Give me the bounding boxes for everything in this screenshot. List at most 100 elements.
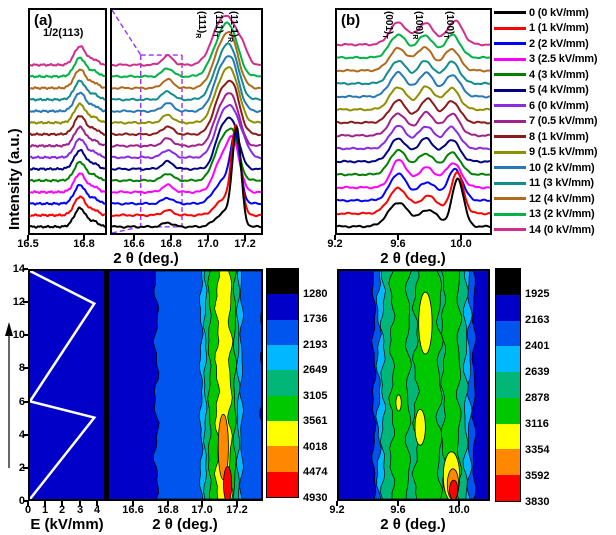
legend-swatch-line xyxy=(494,119,526,123)
xrd-trace-7 xyxy=(337,110,490,138)
xrd-trace-0 xyxy=(112,126,261,229)
x-tick xyxy=(170,235,172,240)
colorbar-segment xyxy=(267,395,298,421)
legend-item: 10 (2 kV/mm) xyxy=(494,161,615,174)
legend-swatch-line xyxy=(494,166,526,169)
xrd-trace-3 xyxy=(30,172,105,194)
colorbar-level-label: 1736 xyxy=(303,313,328,325)
x-tick-label: 10.0 xyxy=(450,238,472,250)
panel-b-xlabel: 2 θ (deg.) xyxy=(380,250,446,267)
colorbar-level-label: 1925 xyxy=(525,288,550,300)
peak-label-subscript: R xyxy=(226,37,233,43)
peak-label-subscript: R xyxy=(194,33,201,39)
xrd-trace-6 xyxy=(30,137,105,160)
plot-canvas xyxy=(339,271,488,499)
contour-band xyxy=(440,271,462,499)
plot-canvas xyxy=(337,19,490,229)
legend-label: 0 (0 kV/mm) xyxy=(529,6,589,19)
colorbar-segment xyxy=(496,372,520,398)
panel-b-tag: (b) xyxy=(341,12,361,29)
y-tick-label: 14 xyxy=(12,263,25,275)
x-tick xyxy=(61,501,63,506)
x-tick xyxy=(236,501,238,506)
legend-swatch-line xyxy=(494,228,526,231)
x-tick-label: 16.6 xyxy=(123,238,145,250)
x-tick-label: 16.8 xyxy=(73,238,95,250)
colorbar-segment xyxy=(496,269,520,295)
x-tick xyxy=(132,501,134,506)
colorbar-level-label: 4474 xyxy=(303,466,328,478)
legend-item: 8 (1 kV/mm) xyxy=(494,130,615,143)
panel-a-ylabel: Intensity (a.u.) xyxy=(6,128,23,230)
x-tick xyxy=(397,501,399,506)
colorbar-level-label: 4930 xyxy=(303,492,328,504)
peak-label-(100)T: (100)T xyxy=(442,11,455,39)
colorbar-segment xyxy=(496,294,520,321)
peak-label-(100)R: (100)R xyxy=(411,11,424,40)
x-tick xyxy=(27,501,29,506)
colorbar-segment xyxy=(496,475,520,502)
peak-label-(111)T: (111)T xyxy=(211,11,224,38)
superlattice-peak-label: 1/2(113) xyxy=(43,27,84,39)
colorbar-segment xyxy=(267,319,298,345)
xrd-trace-8 xyxy=(112,79,261,137)
panel-a-main-plot xyxy=(110,8,263,235)
xrd-trace-9 xyxy=(112,66,261,125)
x-tick-label: 16.6 xyxy=(122,504,144,516)
xrd-trace-14 xyxy=(112,14,261,67)
contour-blob xyxy=(418,291,433,355)
colorbar-segment xyxy=(496,320,520,347)
legend-label: 10 (2 kV/mm) xyxy=(529,161,595,174)
x-tick xyxy=(133,235,135,240)
y-tick xyxy=(23,500,28,502)
xrd-trace-1 xyxy=(30,195,105,218)
x-tick-label: 16.8 xyxy=(160,238,182,250)
efield-xlabel: E (kV/mm) xyxy=(30,516,104,533)
x-tick xyxy=(244,235,246,240)
y-tick-label: 2 xyxy=(18,462,25,474)
x-tick xyxy=(460,235,462,240)
xrd-trace-3 xyxy=(337,159,490,190)
legend-swatch-line xyxy=(494,197,526,200)
legend-item: 2 (2 kV/mm) xyxy=(494,37,615,50)
xrd-trace-2 xyxy=(112,131,261,206)
x-tick xyxy=(201,501,203,506)
legend-item: 6 (0 kV/mm) xyxy=(494,99,615,112)
x-tick xyxy=(83,235,85,240)
xrd-trace-5 xyxy=(30,148,105,171)
legend-item: 4 (3 kV/mm) xyxy=(494,68,615,81)
contour-a xyxy=(107,269,263,501)
xrd-trace-13 xyxy=(112,21,261,79)
y-tick xyxy=(23,334,28,336)
xrd-trace-4 xyxy=(337,148,490,177)
plot-canvas xyxy=(112,10,261,233)
legend-label: 12 (4 kV/mm) xyxy=(529,192,595,205)
x-tick xyxy=(27,235,29,240)
xrd-trace-14 xyxy=(337,19,490,47)
x-tick-label: 17.2 xyxy=(234,238,256,250)
xrd-trace-4 xyxy=(30,160,105,183)
xrd-trace-3 xyxy=(112,135,261,194)
y-tick-label: 8 xyxy=(18,362,25,374)
y-tick-label: 10 xyxy=(12,329,25,341)
y-tick-label: 6 xyxy=(18,396,25,408)
legend-swatch-line xyxy=(494,135,526,138)
y-tick xyxy=(23,367,28,369)
legend-label: 5 (4 kV/mm) xyxy=(529,84,589,96)
legend-item: 7 (0.5 kV/mm) xyxy=(494,115,615,128)
colorbar-level-label: 3105 xyxy=(303,390,328,402)
xrd-trace-12 xyxy=(30,68,105,90)
colorbar-level-label: 2649 xyxy=(303,364,328,376)
xrd-trace-4 xyxy=(112,127,261,183)
xrd-trace-7 xyxy=(112,92,261,148)
x-tick-label: 9.2 xyxy=(327,238,343,250)
x-tick-label: 16.8 xyxy=(157,504,179,516)
legend-label: 1 (1 kV/mm) xyxy=(529,22,589,34)
x-tick xyxy=(397,235,399,240)
x-tick xyxy=(167,501,169,506)
xrd-trace-2 xyxy=(30,184,105,206)
plot-canvas xyxy=(109,271,261,499)
xrd-trace-2 xyxy=(337,167,490,203)
peak-label-(001)T: (001)T xyxy=(381,11,394,39)
legend-swatch-line xyxy=(494,57,526,61)
